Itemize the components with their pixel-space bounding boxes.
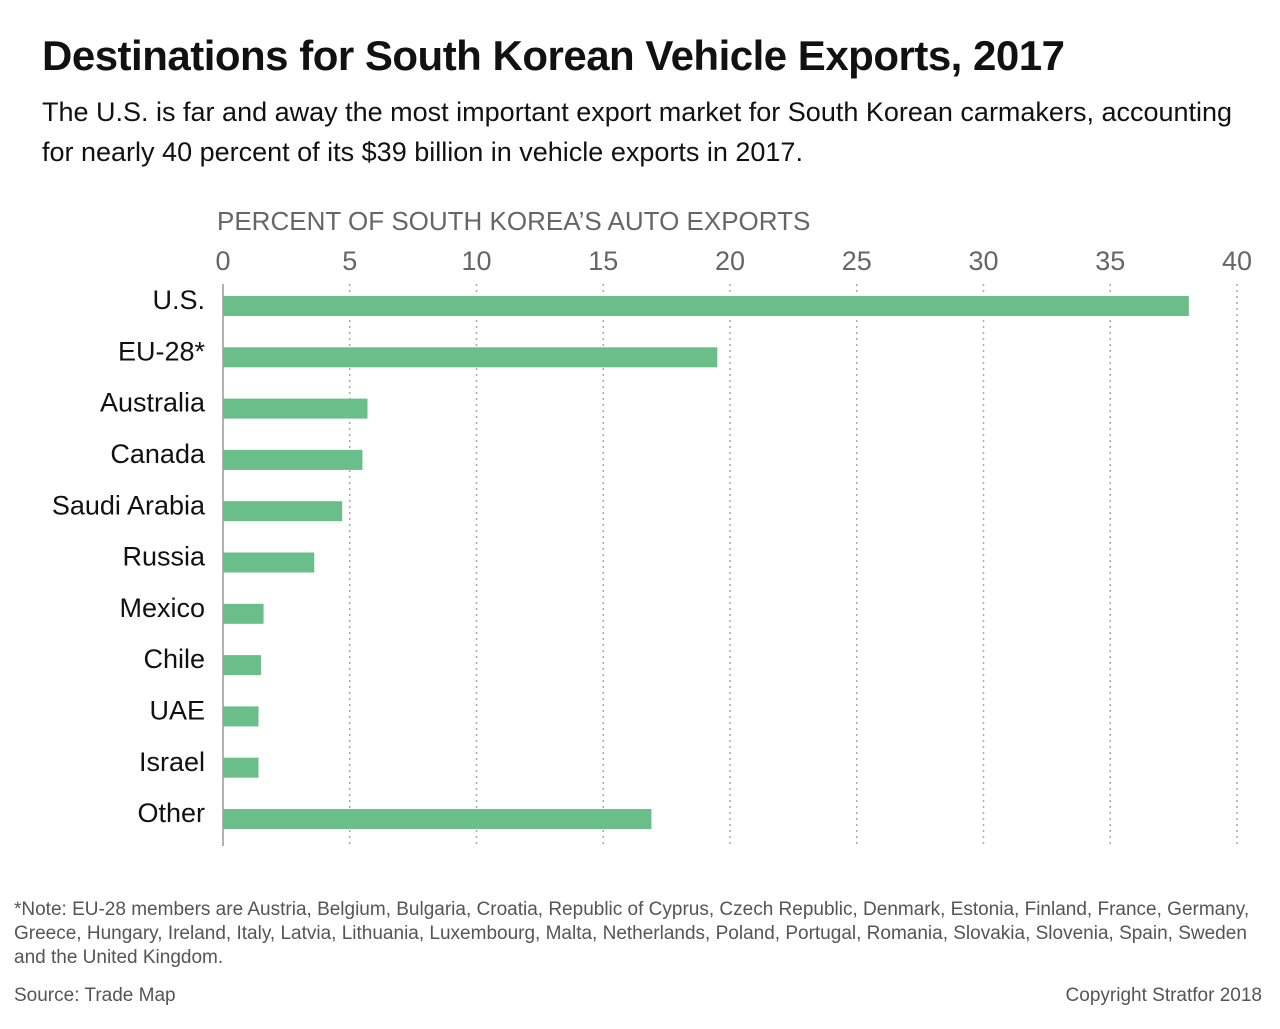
bar <box>223 706 259 727</box>
y-tick-label: Israel <box>139 747 205 777</box>
bar <box>223 757 259 778</box>
x-tick-label: 30 <box>968 246 998 276</box>
y-tick-label: Australia <box>100 388 206 418</box>
y-tick-label: Mexico <box>119 593 205 623</box>
y-tick-label: Other <box>137 798 205 828</box>
bar <box>223 347 718 368</box>
x-tick-label: 5 <box>342 246 357 276</box>
source: Source: Trade Map <box>14 985 176 1006</box>
y-tick-label: Canada <box>110 439 206 469</box>
chart-title: Destinations for South Korean Vehicle Ex… <box>42 32 1065 79</box>
bar <box>223 603 264 624</box>
x-tick-label: 40 <box>1222 246 1252 276</box>
copyright: Copyright Stratfor 2018 <box>1065 985 1262 1006</box>
bar <box>223 501 343 522</box>
y-tick-label: U.S. <box>152 285 205 315</box>
y-tick-label: Chile <box>143 644 205 674</box>
x-tick-label: 25 <box>842 246 872 276</box>
bar <box>223 552 315 573</box>
bar <box>223 655 262 676</box>
x-tick-label: 0 <box>215 246 230 276</box>
y-tick-label: UAE <box>149 696 205 726</box>
y-tick-label: Russia <box>122 542 206 572</box>
x-tick-label: 15 <box>588 246 618 276</box>
x-tick-label: 35 <box>1095 246 1125 276</box>
x-tick-label: 10 <box>461 246 491 276</box>
bar <box>223 449 363 470</box>
note: *Note: EU-28 members are Austria, Belgiu… <box>14 899 1250 968</box>
x-axis-label: PERCENT OF SOUTH KOREA’S AUTO EXPORTS <box>217 206 810 236</box>
chart-subtitle: The U.S. is far and away the most import… <box>42 97 1233 167</box>
x-tick-label: 20 <box>715 246 745 276</box>
y-tick-label: EU-28* <box>118 336 206 366</box>
bar <box>223 398 368 419</box>
bar <box>223 296 1189 316</box>
y-tick-label: Saudi Arabia <box>52 490 206 520</box>
bar <box>223 809 652 829</box>
